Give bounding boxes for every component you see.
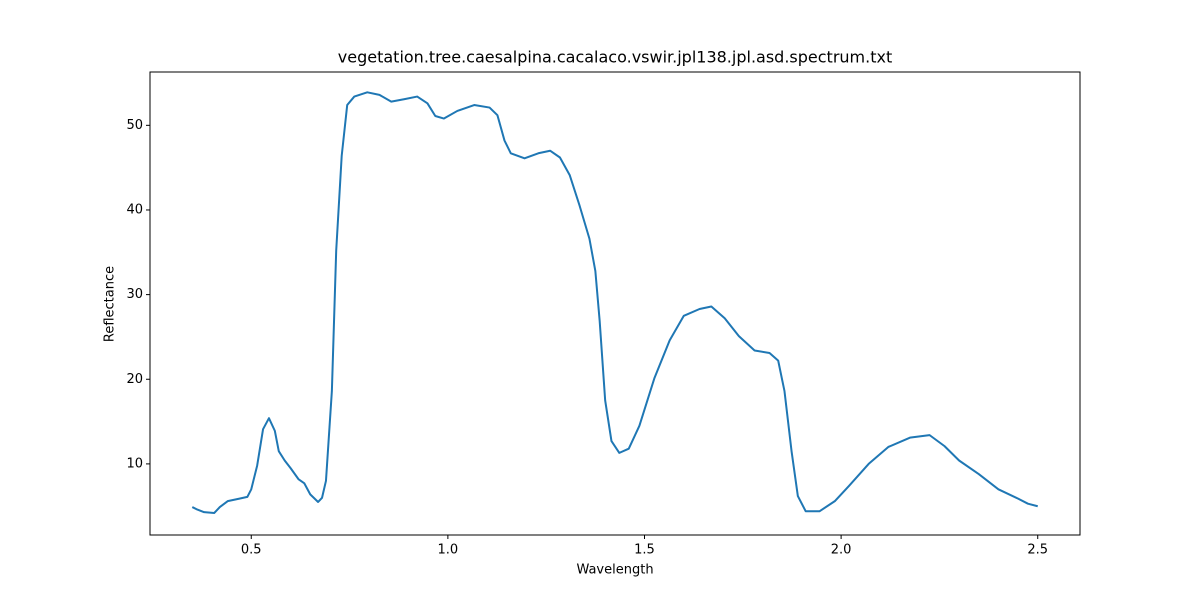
y-tick-label: 10 — [126, 456, 143, 471]
y-tick-label: 20 — [126, 372, 143, 387]
chart-title: vegetation.tree.caesalpina.cacalaco.vswi… — [338, 48, 892, 67]
line-series — [191, 91, 1038, 514]
y-tick-label: 40 — [126, 202, 143, 217]
y-tick-label: 30 — [126, 287, 143, 302]
x-tick-label: 1.5 — [634, 543, 655, 558]
x-tick-label: 2.5 — [1027, 543, 1048, 558]
y-axis-label: Reflectance — [103, 266, 118, 342]
plot-frame — [149, 71, 1081, 536]
x-tick-label: 0.5 — [241, 543, 262, 558]
x-tick-label: 2.0 — [831, 543, 852, 558]
y-tick-label: 50 — [126, 118, 143, 133]
x-tick-label: 1.0 — [438, 543, 459, 558]
x-axis-label: Wavelength — [576, 563, 653, 578]
